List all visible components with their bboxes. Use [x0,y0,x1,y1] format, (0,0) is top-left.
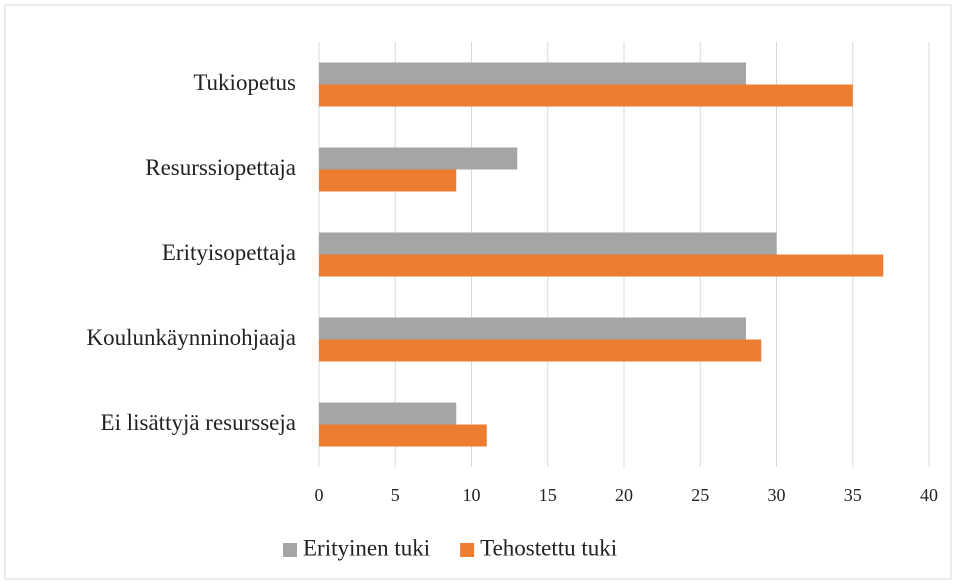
bar [319,62,746,85]
x-tick-label: 30 [768,485,786,505]
y-tick-label: Koulunkäynninohjaaja [86,325,296,350]
bar [319,84,853,107]
x-tick-label: 10 [463,485,481,505]
bar [319,254,884,277]
legend-label: Tehostettu tuki [480,535,617,560]
bar [319,232,777,255]
bar [319,317,746,340]
bar [319,424,487,447]
x-tick-label: 15 [539,485,557,505]
y-tick-label: Erityisopettaja [162,240,296,265]
bar [319,402,457,425]
x-tick-label: 40 [920,485,938,505]
x-tick-label: 35 [844,485,862,505]
bar [319,147,518,170]
legend-swatch [283,543,297,557]
x-tick-label: 5 [391,485,400,505]
legend-label: Erityinen tuki [303,535,430,560]
legend-swatch [460,543,475,557]
y-tick-label: Resurssiopettaja [145,155,296,180]
x-tick-label: 0 [315,485,324,505]
y-tick-label: Ei lisättyjä resursseja [101,410,296,435]
x-tick-label: 20 [615,485,633,505]
x-tick-label: 25 [691,485,709,505]
bar [319,169,457,192]
bar [319,339,762,362]
y-tick-label: Tukiopetus [193,70,296,95]
